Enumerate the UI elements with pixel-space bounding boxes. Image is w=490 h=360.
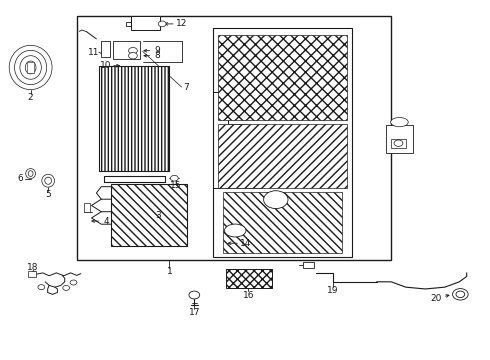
Text: 14: 14 <box>240 239 252 248</box>
Bar <box>213 28 352 257</box>
Bar <box>111 184 187 246</box>
Text: 9: 9 <box>154 46 160 55</box>
Ellipse shape <box>42 174 54 187</box>
Ellipse shape <box>128 48 137 54</box>
Circle shape <box>171 175 178 181</box>
Bar <box>99 66 170 171</box>
Circle shape <box>38 285 45 290</box>
Circle shape <box>70 280 77 285</box>
Text: 18: 18 <box>27 263 39 272</box>
Text: 7: 7 <box>184 83 190 92</box>
Bar <box>386 125 413 153</box>
Circle shape <box>264 191 288 208</box>
Text: 16: 16 <box>243 291 254 300</box>
Text: 8: 8 <box>154 51 160 60</box>
Ellipse shape <box>20 56 41 79</box>
Text: 2: 2 <box>28 93 33 102</box>
Text: 6: 6 <box>17 174 23 183</box>
Text: 5: 5 <box>45 190 51 199</box>
Ellipse shape <box>391 117 408 127</box>
Ellipse shape <box>128 53 137 59</box>
Bar <box>114 41 140 59</box>
Bar <box>218 124 347 188</box>
Bar <box>225 269 272 288</box>
Ellipse shape <box>26 168 35 179</box>
Ellipse shape <box>25 61 36 74</box>
Text: 1: 1 <box>167 267 172 276</box>
Text: 4: 4 <box>103 217 109 226</box>
Ellipse shape <box>224 224 246 237</box>
Text: 11: 11 <box>88 48 99 57</box>
Circle shape <box>63 285 70 291</box>
Bar <box>223 192 343 253</box>
Text: 12: 12 <box>176 19 187 28</box>
Text: 17: 17 <box>189 308 200 317</box>
Ellipse shape <box>453 289 468 300</box>
Text: 3: 3 <box>155 211 161 220</box>
Text: 19: 19 <box>327 286 339 295</box>
Ellipse shape <box>28 171 33 176</box>
Ellipse shape <box>45 177 51 184</box>
Circle shape <box>189 291 200 299</box>
Text: 20: 20 <box>431 294 442 303</box>
Bar <box>101 41 110 57</box>
Bar <box>28 271 36 277</box>
Ellipse shape <box>9 45 52 90</box>
Bar <box>130 17 160 30</box>
Ellipse shape <box>15 50 47 85</box>
Text: 15: 15 <box>170 181 182 190</box>
Text: 10: 10 <box>100 61 112 70</box>
Circle shape <box>158 21 166 27</box>
Text: 13: 13 <box>399 136 411 145</box>
Bar <box>84 203 90 212</box>
Bar <box>27 62 34 73</box>
Bar <box>218 35 347 120</box>
Circle shape <box>394 140 403 147</box>
Bar <box>77 16 391 260</box>
Bar <box>303 262 314 267</box>
Bar <box>391 139 406 148</box>
Ellipse shape <box>456 291 465 297</box>
